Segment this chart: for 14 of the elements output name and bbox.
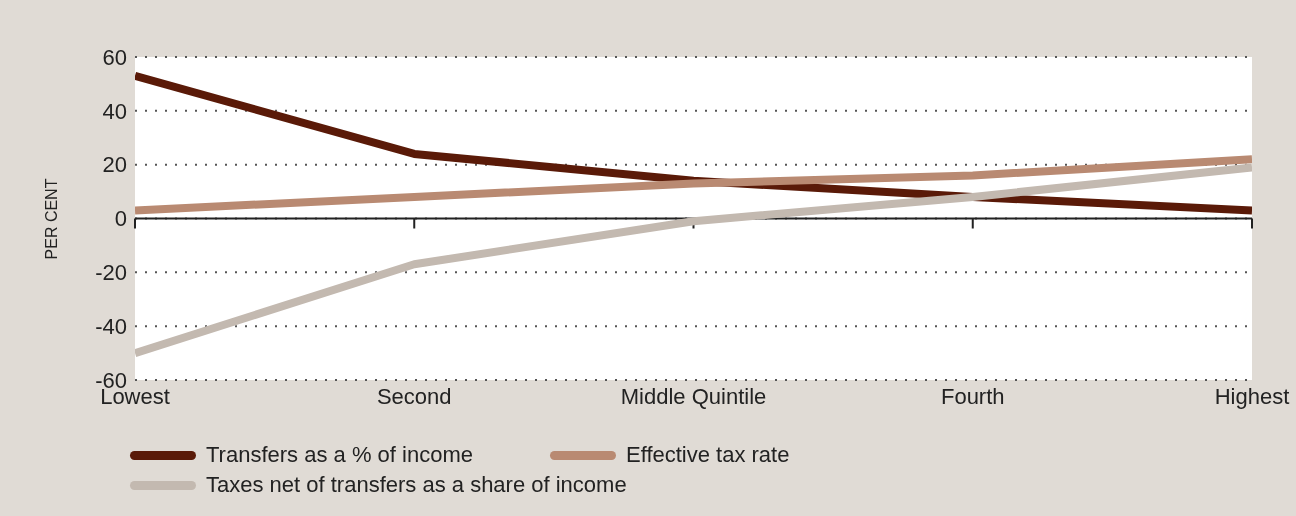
x-tick-label: Second	[376, 383, 452, 409]
y-tick-label: -20	[95, 260, 127, 286]
x-tick-label: Highest	[1214, 383, 1290, 409]
legend-label: Effective tax rate	[626, 442, 790, 468]
y-tick-label: 60	[102, 44, 127, 70]
y-tick-label: 20	[102, 152, 127, 178]
y-tick-label: 40	[102, 98, 127, 124]
x-tick-label: Middle Quintile	[620, 383, 767, 409]
y-tick-label: -40	[95, 313, 127, 339]
legend-label: Transfers as a % of income	[206, 442, 473, 468]
y-tick-label: 0	[114, 206, 127, 232]
legend-label: Taxes net of transfers as a share of income	[206, 472, 627, 498]
x-tick-label: Fourth	[940, 383, 1005, 409]
y-axis-title: PER CENT	[43, 178, 61, 259]
